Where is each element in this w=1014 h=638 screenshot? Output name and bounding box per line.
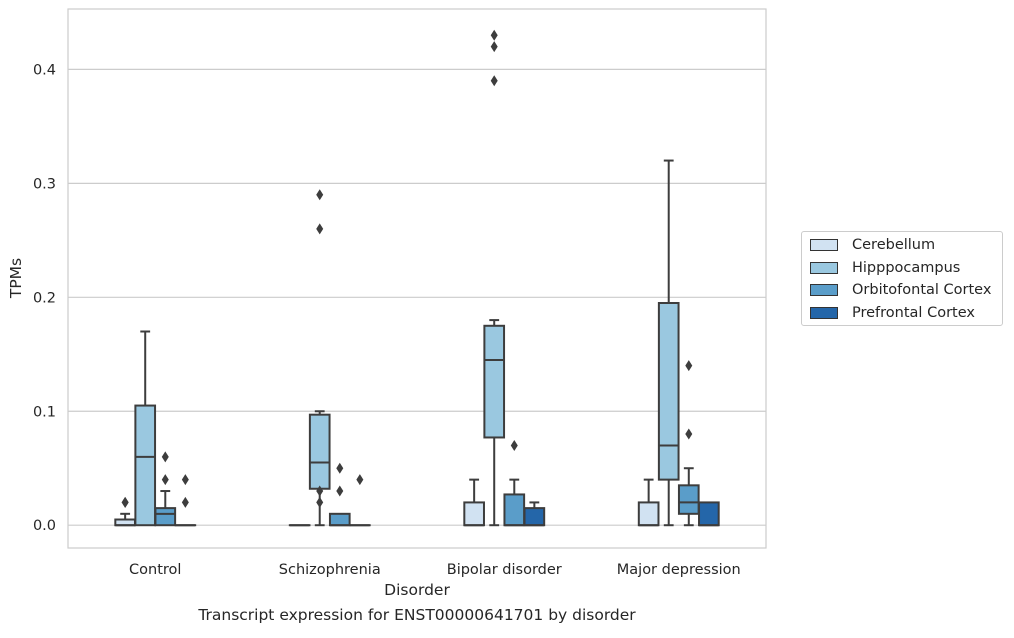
box-cerebellum-major-depression (639, 480, 659, 526)
box-iqr (135, 406, 155, 526)
outlier-point (162, 451, 169, 462)
box-iqr (155, 508, 175, 525)
box-iqr (484, 326, 504, 438)
outlier-point (316, 189, 323, 200)
box-hipppocampus-schizophrenia (310, 189, 330, 525)
outlier-point (162, 474, 169, 485)
outlier-point (491, 41, 498, 52)
box-prefrontal-cortex-schizophrenia (350, 474, 370, 525)
outlier-point (511, 440, 518, 451)
box-cerebellum-bipolar-disorder (464, 480, 484, 526)
outlier-point (685, 429, 692, 440)
y-tick-label: 0.0 (33, 518, 56, 534)
outlier-point (182, 474, 189, 485)
legend-label-prefrontal-cortex: Prefrontal Cortex (852, 305, 975, 321)
legend-swatch-hippocampus (810, 262, 838, 274)
box-iqr (639, 502, 659, 525)
x-tick-label: Control (129, 562, 181, 578)
legend-label-hippocampus: Hipppocampus (852, 260, 960, 276)
legend-swatch-cerebellum (810, 239, 838, 251)
legend-item-prefrontal-cortex: Prefrontal Cortex (810, 303, 975, 323)
y-tick-label: 0.3 (33, 176, 56, 192)
x-axis-label: Disorder (384, 581, 450, 599)
box-iqr (659, 303, 679, 480)
x-tick-label: Bipolar disorder (447, 562, 562, 578)
legend-item-orbitofrontal-cortex: Orbitofontal Cortex (810, 280, 991, 300)
y-tick-label: 0.4 (33, 62, 56, 78)
box-cerebellum-control (115, 497, 135, 525)
legend-item-cerebellum: Cerebellum (810, 235, 935, 255)
box-hipppocampus-control (135, 331, 155, 525)
box-iqr (699, 502, 719, 525)
box-orbitofontal-cortex-control (155, 451, 175, 525)
outlier-point (491, 75, 498, 86)
box-orbitofontal-cortex-schizophrenia (330, 463, 350, 525)
box-iqr (679, 485, 699, 513)
outlier-point (316, 223, 323, 234)
y-tick-label: 0.1 (33, 404, 56, 420)
x-tick-labels: Control Schizophrenia Bipolar disorder Majo… (129, 562, 741, 578)
box-prefrontal-cortex-bipolar-disorder (525, 502, 545, 525)
legend-label-orbitofrontal-cortex: Orbitofontal Cortex (852, 282, 991, 298)
box-orbitofontal-cortex-bipolar-disorder (504, 440, 524, 525)
box-iqr (504, 494, 524, 525)
boxes-layer (115, 30, 718, 526)
x-tick-label: Major depression (617, 562, 741, 578)
y-axis-label: TPMs (7, 258, 25, 299)
y-tick-label: 0.2 (33, 290, 56, 306)
outlier-point (336, 486, 343, 497)
y-tick-labels: 0.0 0.1 0.2 0.3 0.4 (33, 62, 56, 534)
legend-swatch-orbitofrontal-cortex (810, 284, 838, 296)
outlier-point (336, 463, 343, 474)
legend-item-hippocampus: Hipppocampus (810, 258, 960, 278)
legend-swatch-prefrontal-cortex (810, 307, 838, 319)
box-hipppocampus-bipolar-disorder (484, 30, 504, 526)
box-iqr (525, 508, 545, 525)
outlier-point (685, 360, 692, 371)
box-prefrontal-cortex-major-depression (699, 502, 719, 525)
legend-label-cerebellum: Cerebellum (852, 237, 935, 253)
outlier-point (356, 474, 363, 485)
outlier-point (316, 497, 323, 508)
box-prefrontal-cortex-control (176, 474, 196, 525)
box-iqr (310, 415, 330, 489)
legend: Cerebellum Hipppocampus Orbitofontal Cor… (801, 231, 1003, 326)
box-iqr (330, 514, 350, 525)
figure-caption: Transcript expression for ENST0000064170… (0, 606, 834, 624)
box-iqr (464, 502, 484, 525)
outlier-point (122, 497, 129, 508)
x-tick-label: Schizophrenia (279, 562, 381, 578)
outlier-point (491, 30, 498, 41)
outlier-point (182, 497, 189, 508)
box-hipppocampus-major-depression (659, 161, 679, 526)
box-orbitofontal-cortex-major-depression (679, 360, 699, 525)
